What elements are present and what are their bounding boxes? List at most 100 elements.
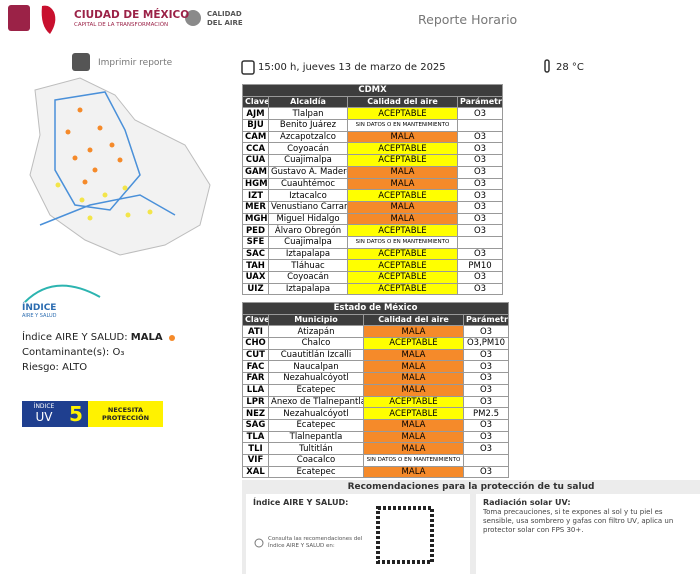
- city-slogan: CAPITAL DE LA TRANSFORMACIÓN: [74, 22, 169, 28]
- station-name: Ecatepec: [268, 465, 364, 479]
- table-title: CDMX: [242, 84, 503, 97]
- city-shield: [8, 5, 30, 31]
- parameter: O3: [462, 430, 510, 444]
- station-code: SAC: [242, 247, 269, 261]
- parameter: O3: [457, 247, 503, 261]
- station-row: SFE Cuajimalpa SIN DATOS O EN MANTENIMIENT…: [242, 235, 503, 249]
- index-value: MALA: [130, 332, 163, 343]
- column-header: Parámetro: [462, 313, 510, 327]
- station-name: Iztapalapa: [268, 282, 348, 296]
- map: [29, 77, 211, 256]
- station-code: NEZ: [242, 407, 269, 420]
- parameter: O3: [462, 418, 510, 432]
- station-row: IZT Iztacalco ACEPTABLE O3: [242, 189, 503, 202]
- parameter: O3,PM10: [462, 337, 510, 350]
- station-code: BJU: [242, 119, 269, 132]
- uv-text: Toma precauciones, si te expones al sol …: [483, 508, 674, 534]
- air-quality: ACEPTABLE: [347, 259, 458, 272]
- station-name: Ecatepec: [268, 418, 364, 432]
- uv-value: 5: [69, 402, 83, 426]
- station-name: Anexo de Tlalnepantla: [268, 395, 364, 409]
- air-quality: ACEPTABLE: [363, 395, 464, 409]
- station-code: SAG: [242, 418, 269, 432]
- station-code: UAX: [242, 271, 269, 284]
- station-name: Nezahualcóyotl: [268, 407, 364, 420]
- air-quality: MALA: [363, 372, 464, 385]
- parameter: O3: [457, 154, 503, 167]
- air-quality: ACEPTABLE: [347, 189, 458, 202]
- uv-advice: NECESITA PROTECCIÓN: [101, 406, 150, 422]
- print-button[interactable]: Imprimir reporte: [98, 58, 173, 68]
- station-name: Tláhuac: [268, 259, 348, 272]
- station-name: Tlalpan: [268, 107, 348, 121]
- air-quality: MALA: [363, 325, 464, 339]
- calendar-icon: [241, 60, 255, 75]
- air-quality: SIN DATOS O EN MANTENIMIENTO: [347, 119, 458, 132]
- parameter: O3: [462, 383, 510, 397]
- uv-heading: Radiación solar UV:: [483, 498, 571, 507]
- city-emblem: [41, 5, 56, 34]
- station-name: Álvaro Obregón: [268, 224, 348, 237]
- index-heading: Índice AIRE Y SALUD:: [253, 498, 349, 507]
- parameter: PM10: [457, 259, 503, 272]
- air-quality: ACEPTABLE: [363, 337, 464, 350]
- air-quality: MALA: [363, 442, 464, 455]
- index-label: Índice AIRE Y SALUD:: [22, 332, 128, 343]
- station-code: MGH: [242, 212, 269, 226]
- station-row: CCA Coyoacán ACEPTABLE O3: [242, 142, 503, 156]
- air-quality: MALA: [363, 430, 464, 444]
- station-code: IZT: [242, 189, 269, 202]
- table-title: Estado de México: [241, 302, 510, 315]
- print-icon: [72, 53, 90, 71]
- uv-label-box: [22, 401, 64, 427]
- parameter: O3: [462, 348, 510, 362]
- quality-table: Estado de México Clave Municipio Calidad de…: [241, 302, 510, 479]
- map-stations: [55, 107, 153, 221]
- index-logo-bottom: AIRE Y SALUD: [22, 313, 57, 319]
- column-header: Alcaldía: [268, 95, 348, 109]
- station-row: AJM Tlalpan ACEPTABLE O3: [242, 107, 503, 121]
- air-quality: MALA: [363, 348, 464, 362]
- air-quality: MALA: [347, 212, 458, 226]
- index-logo-top: ÍNDICE: [22, 303, 57, 313]
- column-header: Clave: [242, 313, 269, 327]
- station-row: SAC Iztapalapa ACEPTABLE O3: [242, 247, 503, 261]
- station-name: Cuajimalpa: [268, 235, 348, 249]
- air-quality: MALA: [347, 177, 458, 191]
- index-line: Índice AIRE Y SALUD: MALA: [22, 332, 163, 343]
- station-row: MGH Miguel Hidalgo MALA O3: [242, 212, 503, 226]
- station-name: Tlalnepantla: [268, 430, 364, 444]
- air-logo: [185, 10, 201, 26]
- station-name: Cuajimalpa: [268, 154, 348, 167]
- parameter: O3: [462, 395, 510, 409]
- parameter: O3: [462, 442, 510, 455]
- map-region: [29, 77, 211, 256]
- risk: Riesgo: ALTO: [22, 362, 88, 373]
- station-name: Miguel Hidalgo: [268, 212, 348, 226]
- parameter: O3: [457, 282, 503, 296]
- air-quality: ACEPTABLE: [347, 247, 458, 261]
- column-header: Calidad del aire: [363, 313, 464, 327]
- air-quality: MALA: [363, 418, 464, 432]
- parameter: O3: [457, 177, 503, 191]
- air-quality: MALA: [363, 360, 464, 374]
- station-code: CHO: [242, 337, 269, 350]
- parameter: O3: [457, 165, 503, 179]
- air-quality: ACEPTABLE: [347, 154, 458, 167]
- parameter: O3: [457, 200, 503, 214]
- station-code: FAR: [242, 372, 269, 385]
- uv-label-top: ÍNDICE: [33, 403, 55, 410]
- station-row: LPR Anexo de Tlalnepantla ACEPTABLE O3: [242, 395, 510, 409]
- station-row: TLI Tultitlán MALA O3: [242, 442, 510, 455]
- station-row: GAM Gustavo A. Madero MALA O3: [242, 165, 503, 179]
- station-row: TAH Tláhuac ACEPTABLE PM10: [242, 259, 503, 272]
- station-code: UIZ: [242, 282, 269, 296]
- column-header: Parámetro: [457, 95, 503, 109]
- index-dot: [169, 335, 175, 341]
- datetime: 15:00 h, jueves 13 de marzo de 2025: [258, 62, 446, 73]
- station-code: LPR: [242, 395, 269, 409]
- station-row: ATI Atizapán MALA O3: [242, 325, 510, 339]
- parameter: O3: [462, 372, 510, 385]
- air-quality: MALA: [363, 465, 464, 479]
